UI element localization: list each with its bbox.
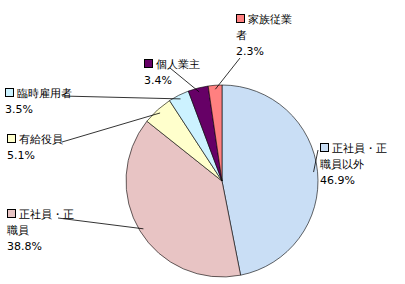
value-label: 3.4% <box>144 73 214 89</box>
data-label: 臨時雇用者 3.5% <box>5 86 73 118</box>
data-label: 個人業主 3.4% <box>144 57 214 89</box>
label-swatch <box>7 209 16 218</box>
value-label: 46.9% <box>320 173 388 189</box>
data-label: 正社員・正職員以外 46.9% <box>320 141 388 189</box>
value-label: 5.1% <box>7 148 77 164</box>
leader-line <box>62 96 180 99</box>
slice <box>208 85 222 181</box>
data-label: 家族従業者2.3% <box>236 12 294 60</box>
value-label: 3.5% <box>5 102 73 118</box>
leaders <box>58 58 318 229</box>
category-label: 正社員・正職員 <box>7 208 74 237</box>
category-label: 正社員・正職員以外 <box>320 142 387 171</box>
category-label: 個人業主 <box>156 58 200 71</box>
slice <box>222 85 318 275</box>
leader-line <box>314 150 318 172</box>
chart: 正社員・正職員以外 46.9% 正社員・正職員 38.8% 有給役員 5.1% 臨時雇用者 3… <box>0 0 405 284</box>
data-label: 正社員・正職員 38.8% <box>7 207 75 255</box>
leader-line <box>62 113 160 142</box>
label-swatch <box>236 14 245 23</box>
slices <box>126 85 318 277</box>
value-label: 2.3% <box>236 44 294 60</box>
value-label: 38.8% <box>7 239 75 255</box>
label-swatch <box>144 59 153 68</box>
leader-line <box>170 68 199 92</box>
label-swatch <box>7 134 16 143</box>
label-swatch <box>320 143 329 152</box>
category-label: 有給役員 <box>19 133 63 146</box>
category-label: 臨時雇用者 <box>17 87 72 100</box>
data-label: 有給役員 5.1% <box>7 132 77 164</box>
label-swatch <box>5 88 14 97</box>
leader-line <box>215 58 240 89</box>
